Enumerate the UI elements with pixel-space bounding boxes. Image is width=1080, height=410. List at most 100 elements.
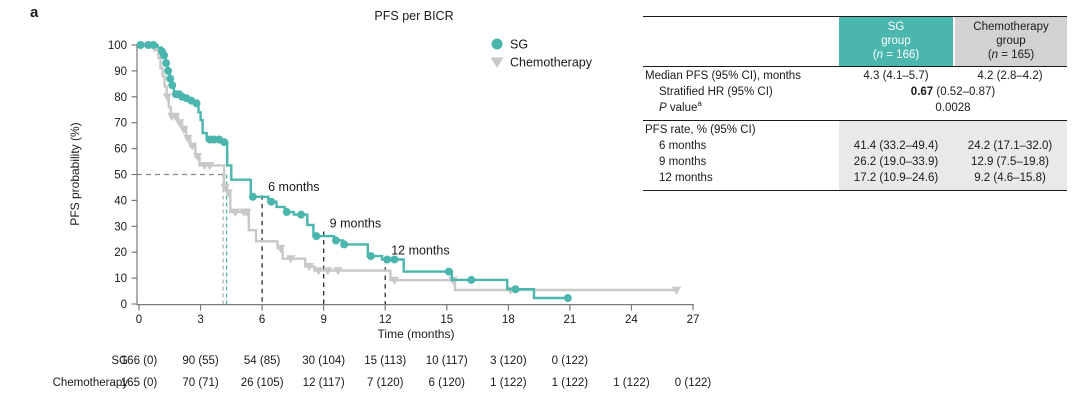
sg-censor-mark — [160, 51, 169, 60]
sg-curve — [139, 43, 570, 300]
risk-count: 1 (122) — [490, 377, 527, 389]
chemo-header-n: (n = 165) — [987, 49, 1035, 61]
legend-label: Chemotherapy — [510, 56, 593, 70]
median-pfs-sg-value: 4.3 (4.1–5.7) — [863, 70, 929, 82]
x-tick-label: 12 — [379, 314, 392, 326]
x-tick-label: 24 — [625, 314, 638, 326]
chemo-censor-mark — [179, 125, 189, 134]
stratified-hr-value: 0.67 (0.52–0.87) — [910, 86, 996, 98]
y-tick-label: 90 — [114, 66, 127, 78]
y-tick-label: 20 — [114, 247, 127, 259]
risk-count: 165 (0) — [121, 377, 158, 389]
chemo-censor-mark — [183, 134, 193, 144]
chemo-header-line2: group — [996, 35, 1026, 47]
table-row: 12 months 17.2 (10.9–24.6) 9.2 (4.6–15.8… — [643, 171, 1067, 187]
risk-count: 7 (120) — [367, 377, 404, 389]
x-tick-label: 9 — [320, 314, 326, 326]
sg-censor-mark — [383, 255, 392, 264]
sg-censor-mark — [444, 267, 453, 276]
annotation-label: 6 months — [268, 180, 319, 194]
risk-count: 90 (55) — [182, 355, 219, 367]
chemo-censor-mark — [162, 93, 172, 102]
table-row: Median PFS (95% CI), months 4.3 (4.1–5.7… — [643, 69, 1067, 85]
y-tick-label: 60 — [114, 144, 127, 156]
rate-9mo-sg-value: 26.2 (19.0–33.9) — [853, 156, 939, 168]
risk-count: 6 (120) — [429, 377, 466, 389]
risk-count: 70 (71) — [182, 377, 219, 389]
results-table-header: SG group (n = 166) Chemotherapy group (n… — [643, 17, 1067, 66]
table-mid-rule — [643, 120, 1067, 121]
sg-censor-mark — [220, 138, 229, 147]
pfs-rate-section-label: PFS rate, % (95% CI) — [645, 124, 756, 136]
chemo-censor-mark — [275, 244, 286, 254]
sg-censor-mark — [282, 208, 291, 217]
results-table-body-top: Median PFS (95% CI), months 4.3 (4.1–5.7… — [643, 67, 1067, 120]
risk-count: 12 (117) — [303, 377, 345, 389]
sg-censor-mark — [192, 99, 201, 108]
chemo-censor-mark — [175, 119, 185, 128]
chemo-censor-mark — [223, 189, 233, 198]
x-tick-label: 21 — [563, 314, 576, 326]
rate-6mo-sg-value: 41.4 (33.2–49.4) — [853, 140, 939, 152]
y-tick-label: 0 — [121, 299, 127, 311]
rate-9mo-label: 9 months — [659, 156, 707, 168]
chart-title: PFS per BICR — [374, 9, 453, 23]
chemo-censor-mark — [671, 286, 682, 295]
x-tick-label: 3 — [197, 314, 203, 326]
sg-censor-mark — [168, 81, 177, 90]
chemo-censor-mark — [205, 162, 215, 171]
header-spacer — [643, 17, 839, 66]
risk-row-label: Chemotherapy — [53, 377, 129, 389]
y-tick-label: 40 — [114, 195, 127, 207]
table-header-rule — [643, 66, 1067, 67]
sg-censor-mark — [511, 285, 520, 294]
sg-censor-mark — [390, 255, 399, 264]
rate-12mo-chemo-value: 9.2 (4.6–15.8) — [974, 172, 1046, 184]
table-row: PFS rate, % (95% CI) — [643, 123, 1067, 139]
median-pfs-label: Median PFS (95% CI), months — [645, 70, 801, 82]
chemo-censor-mark — [242, 208, 252, 217]
rate-6mo-label: 6 months — [659, 140, 707, 152]
y-tick-label: 100 — [108, 40, 127, 52]
risk-count: 0 (122) — [552, 355, 589, 367]
pfs-rate-highlight-panel — [839, 121, 1067, 190]
chemo-header-line1: Chemotherapy — [973, 21, 1049, 33]
rate-12mo-label: 12 months — [659, 172, 713, 184]
chemo-censor-mark — [304, 263, 314, 272]
sg-header-line2: group — [881, 35, 911, 47]
risk-count: 10 (117) — [426, 355, 468, 367]
sg-censor-mark — [162, 59, 171, 68]
sg-group-header: SG group (n = 166) — [839, 17, 953, 66]
y-tick-label: 80 — [114, 92, 127, 104]
y-tick-label: 30 — [114, 221, 127, 233]
chemo-censor-mark — [286, 255, 296, 264]
table-row: Stratified HR (95% CI) 0.67 (0.52–0.87) — [643, 85, 1067, 101]
risk-row-label: SG — [111, 355, 128, 367]
y-tick-label: 10 — [114, 273, 127, 285]
risk-count: 166 (0) — [121, 355, 158, 367]
x-tick-label: 6 — [259, 314, 265, 326]
sg-censor-mark — [164, 66, 173, 75]
stratified-hr-label: Stratified HR (95% CI) — [659, 86, 773, 98]
sg-censor-mark — [340, 240, 349, 249]
chemo-censor-mark — [333, 267, 343, 276]
sg-censor-mark — [366, 252, 375, 261]
risk-count: 26 (105) — [241, 377, 284, 389]
sg-header-n: (n = 166) — [872, 49, 920, 61]
legend-label: SG — [510, 38, 528, 52]
x-tick-label: 27 — [687, 314, 700, 326]
table-top-rule — [643, 16, 1067, 17]
risk-count: 1 (122) — [552, 377, 589, 389]
sg-censor-mark — [297, 210, 306, 219]
x-axis-title: Time (months) — [378, 327, 455, 341]
sg-header-line1: SG — [887, 21, 905, 33]
chemo-censor-mark — [187, 142, 197, 151]
rate-9mo-chemo-value: 12.9 (7.5–19.8) — [970, 156, 1049, 168]
legend-marker-chemotherapy — [490, 57, 504, 68]
legend-marker-sg — [491, 38, 503, 50]
median-pfs-chemo-value: 4.2 (2.8–4.2) — [977, 70, 1043, 82]
table-row: 6 months 41.4 (33.2–49.4) 24.2 (17.1–32.… — [643, 139, 1067, 155]
risk-count: 3 (120) — [490, 355, 527, 367]
chemotherapy-group-header: Chemotherapy group (n = 165) — [953, 17, 1067, 66]
results-table-body-rates: PFS rate, % (95% CI) 6 months 41.4 (33.2… — [643, 121, 1067, 190]
